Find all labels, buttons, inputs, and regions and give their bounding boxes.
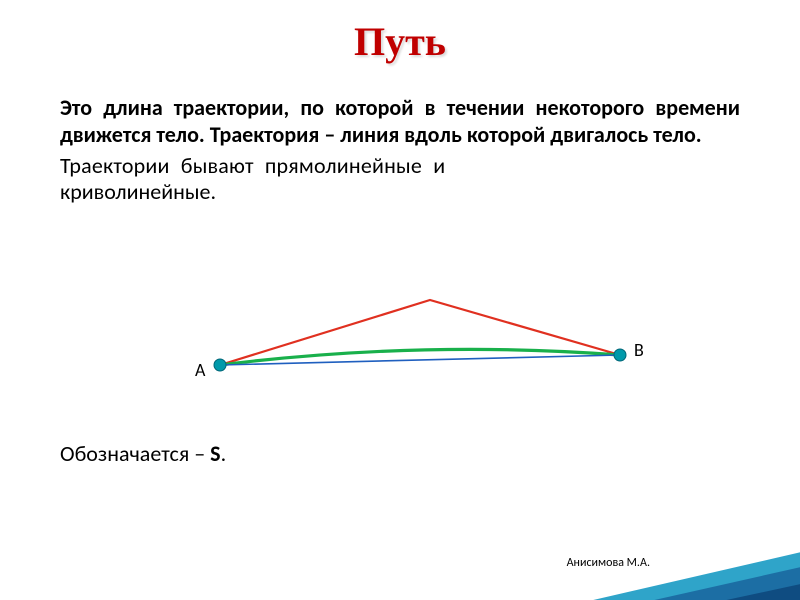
paragraph-types-line2: криволинейные. [60,179,740,206]
corner-shape-3 [680,582,800,600]
paragraph-types-line1: Траектории бывают прямолинейные и [60,153,740,180]
slide-title-wrap: Путь [0,18,800,65]
point-b-label: В [634,339,644,361]
trajectory-svg [150,295,650,415]
slide-title: Путь [354,19,446,65]
denote-prefix: Обозначается – [60,440,210,467]
point-a-label: А [195,359,205,381]
point-b-dot [614,349,626,361]
denote-symbol: S [210,440,220,467]
footer-author: Анисимова М.А. [567,556,650,570]
paragraph-definition: Это длина траектории, по которой в течен… [60,95,740,149]
denote-line: Обозначается – S. [60,440,226,467]
denote-suffix: . [221,440,227,467]
corner-decor [550,540,800,600]
trajectory-diagram: А В [150,295,650,415]
path-red [220,300,620,365]
corner-shape-2 [610,565,800,600]
slide: Путь Это длина траектории, по которой в … [0,0,800,600]
body-text: Это длина траектории, по которой в течен… [60,95,740,206]
point-a-dot [214,359,226,371]
